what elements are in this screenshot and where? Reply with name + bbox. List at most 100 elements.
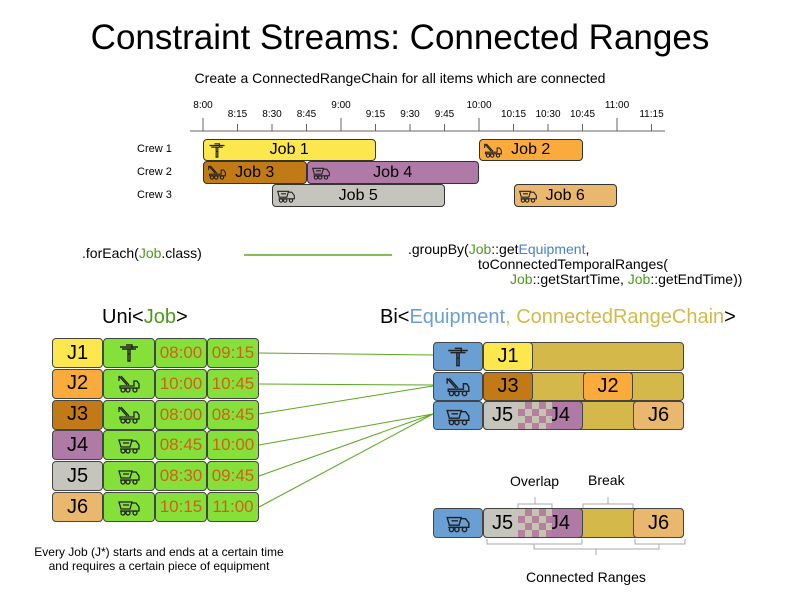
connected-bracket bbox=[533, 544, 660, 555]
job-bar: Job 4 bbox=[306, 161, 479, 184]
tick-label: 9:15 bbox=[365, 109, 386, 120]
chain-job: J3 bbox=[483, 372, 533, 401]
jackhammer-icon bbox=[445, 346, 471, 368]
job-bar: Job 6 bbox=[513, 184, 617, 207]
job-bar: Job 1 bbox=[203, 139, 376, 161]
start-time: 10:15 bbox=[159, 497, 203, 516]
end-time: 09:45 bbox=[211, 466, 255, 486]
range-brackets bbox=[486, 539, 686, 545]
subtitle: Create a ConnectedRangeChain for all ite… bbox=[194, 70, 606, 86]
job-label: Job 6 bbox=[545, 186, 585, 204]
link-j5 bbox=[258, 413, 434, 477]
tick-label: 8:15 bbox=[227, 109, 248, 120]
link-j1 bbox=[258, 352, 434, 356]
start-time: 08:00 bbox=[159, 343, 203, 362]
chain-job: J5 bbox=[492, 511, 514, 534]
start-cell: 08:00 bbox=[155, 338, 207, 368]
job-label: Job 4 bbox=[373, 163, 413, 181]
chain-job: J4 bbox=[548, 511, 570, 534]
chain-job: J6 bbox=[633, 508, 684, 538]
equipment-cell bbox=[103, 461, 155, 492]
job-id: J4 bbox=[66, 433, 89, 456]
tick-label: 10:15 bbox=[500, 109, 527, 120]
job-id: J1 bbox=[66, 341, 89, 364]
text: Job bbox=[143, 306, 176, 328]
link-j2 bbox=[258, 383, 434, 386]
end-cell: 09:45 bbox=[207, 461, 259, 492]
dump-truck-icon bbox=[276, 187, 296, 204]
connected-ranges-label: Connected Ranges bbox=[526, 569, 646, 585]
code-text: .class) bbox=[161, 245, 202, 261]
code-text: Job bbox=[468, 241, 492, 257]
code-text: ::get bbox=[491, 241, 519, 257]
job-label: Job 5 bbox=[338, 186, 378, 204]
job-label: Job 1 bbox=[269, 141, 309, 158]
foreach-code: .forEach(Job.class) bbox=[82, 246, 202, 261]
break-bracket bbox=[582, 497, 634, 509]
job-id: J5 bbox=[66, 464, 89, 487]
text: Uni< bbox=[102, 306, 144, 328]
job-id: J2 bbox=[66, 372, 89, 395]
code-text: ::getEndTime)) bbox=[650, 271, 743, 287]
link-j6 bbox=[258, 413, 434, 508]
chain-job: J2 bbox=[583, 372, 633, 401]
equipment-cell bbox=[103, 338, 155, 368]
start-cell: 10:15 bbox=[155, 492, 207, 522]
code-text: .groupBy( bbox=[408, 241, 469, 257]
text: Bi< bbox=[380, 306, 410, 328]
footnote: Every Job (J*) starts and ends at a cert… bbox=[0, 545, 318, 573]
code-text: , bbox=[585, 241, 590, 257]
tick-label: 8:00 bbox=[193, 100, 213, 111]
break-label: Break bbox=[588, 472, 625, 488]
dump-truck-icon bbox=[518, 187, 538, 204]
equipment-tow-truck bbox=[433, 372, 483, 401]
equipment-cell bbox=[103, 430, 155, 461]
equipment-cell bbox=[103, 492, 155, 522]
uni-heading: Uni<Job> bbox=[102, 306, 188, 329]
footnote-line: and requires a certain piece of equipmen… bbox=[48, 559, 270, 573]
start-cell: 10:00 bbox=[155, 368, 207, 399]
code-text: Job bbox=[510, 271, 533, 287]
job-label: Job 3 bbox=[235, 163, 275, 181]
groupby-code: .groupBy(Job::getEquipment, bbox=[408, 242, 589, 257]
dump-truck-icon bbox=[311, 164, 331, 181]
link-j3 bbox=[258, 385, 434, 415]
tick-label: 9:30 bbox=[400, 109, 420, 120]
code-text: Job bbox=[627, 271, 651, 287]
tow-truck-icon bbox=[207, 164, 227, 181]
code-text: .forEach( bbox=[82, 245, 139, 261]
code-text: ::getStartTime, bbox=[532, 271, 628, 287]
overlap-pattern bbox=[518, 509, 552, 537]
end-time: 08:45 bbox=[211, 404, 255, 424]
job-bar: Job 3 bbox=[203, 161, 307, 184]
groupby-code-line2: toConnectedTemporalRanges( bbox=[478, 256, 668, 272]
crew-label: Crew 2 bbox=[137, 166, 172, 178]
equipment-cell bbox=[103, 368, 155, 399]
text: ConnectedRangeChain bbox=[516, 306, 725, 328]
start-cell: 08:30 bbox=[155, 461, 207, 492]
jackhammer-icon bbox=[207, 142, 227, 159]
end-cell: 10:45 bbox=[207, 368, 259, 399]
tick-label: 8:30 bbox=[262, 109, 282, 120]
job-id-cell: J4 bbox=[52, 430, 103, 461]
brackets bbox=[486, 497, 686, 555]
chain-job: J4 bbox=[548, 404, 570, 426]
crew-label: Crew 1 bbox=[137, 143, 172, 155]
job-equipment-links bbox=[258, 352, 434, 508]
job-id-cell: J3 bbox=[52, 399, 103, 430]
job-label: Job 2 bbox=[511, 141, 551, 158]
start-time: 08:45 bbox=[159, 435, 203, 455]
equipment-cell bbox=[103, 399, 155, 430]
start-time: 08:30 bbox=[159, 466, 203, 486]
tick-label: 8:45 bbox=[296, 109, 317, 120]
dump-truck-icon bbox=[445, 512, 471, 534]
text: Equipment bbox=[409, 306, 506, 328]
chain-job: J6 bbox=[633, 401, 684, 430]
tick-label: 11:15 bbox=[639, 109, 664, 120]
text: , bbox=[505, 306, 517, 328]
end-cell: 10:00 bbox=[207, 430, 259, 461]
end-time: 11:00 bbox=[212, 497, 254, 516]
code-text: Job bbox=[138, 245, 162, 261]
job-id: J3 bbox=[66, 403, 89, 426]
